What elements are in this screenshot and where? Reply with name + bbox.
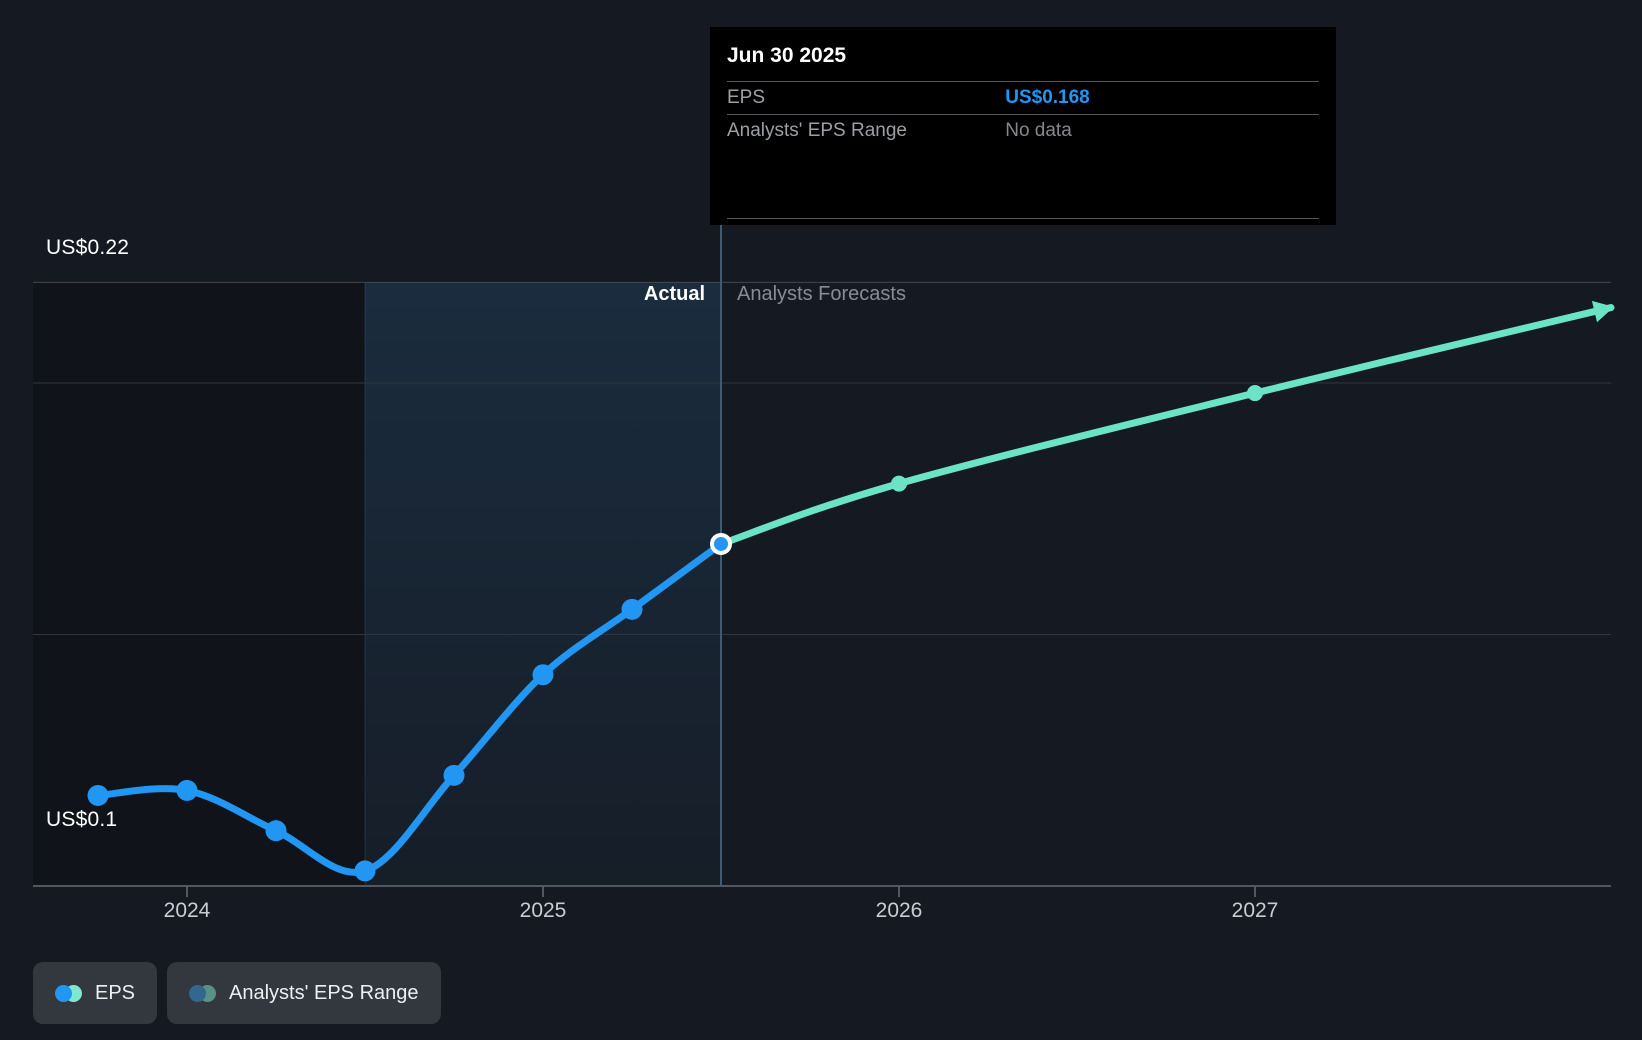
actual-data-point[interactable] xyxy=(444,765,465,786)
analysts-forecasts-label: Analysts Forecasts xyxy=(737,283,906,306)
forecast-data-point[interactable] xyxy=(1247,385,1263,401)
actual-data-point[interactable] xyxy=(355,860,376,881)
tooltip-row-eps: EPS US$0.168 xyxy=(727,82,1319,115)
today-marker-dot[interactable] xyxy=(712,535,730,553)
y-axis-label: US$0.22 xyxy=(46,236,129,260)
actual-data-point[interactable] xyxy=(177,780,198,801)
eps-blue-dot-icon xyxy=(55,985,72,1002)
legend: EPS Analysts' EPS Range xyxy=(33,962,441,1024)
tooltip-row-range: Analysts' EPS Range No data xyxy=(727,115,1319,147)
legend-item-analysts-eps-range[interactable]: Analysts' EPS Range xyxy=(167,962,440,1024)
tooltip-eps-value: US$0.168 xyxy=(1005,87,1319,109)
actual-data-point[interactable] xyxy=(533,664,554,685)
eps-chart: US$0.22 US$0.1 2024 2025 2026 2027 Actual Ana… xyxy=(0,0,1642,1040)
legend-eps-label: EPS xyxy=(95,982,135,1005)
tooltip-range-value: No data xyxy=(1005,120,1319,142)
tooltip-divider xyxy=(727,218,1319,219)
range-blue-dot-icon xyxy=(189,985,206,1002)
tooltip-range-label: Analysts' EPS Range xyxy=(727,120,1005,142)
y-axis-label: US$0.1 xyxy=(46,808,117,832)
x-axis-label: 2027 xyxy=(1232,899,1279,923)
x-axis-label: 2024 xyxy=(164,899,211,923)
tooltip-eps-label: EPS xyxy=(727,87,1005,109)
forecast-data-point[interactable] xyxy=(891,476,907,492)
actual-data-point[interactable] xyxy=(88,785,109,806)
tooltip-date: Jun 30 2025 xyxy=(727,27,1319,82)
tooltip: Jun 30 2025 EPS US$0.168 Analysts' EPS R… xyxy=(710,27,1336,225)
x-axis-label: 2026 xyxy=(876,899,923,923)
legend-item-eps[interactable]: EPS xyxy=(33,962,157,1024)
x-axis-label: 2025 xyxy=(520,899,567,923)
actual-data-point[interactable] xyxy=(266,820,287,841)
actual-data-point[interactable] xyxy=(622,599,643,620)
actual-label: Actual xyxy=(0,283,705,306)
legend-range-label: Analysts' EPS Range xyxy=(229,982,418,1005)
eps-forecast-line[interactable] xyxy=(721,308,1611,544)
